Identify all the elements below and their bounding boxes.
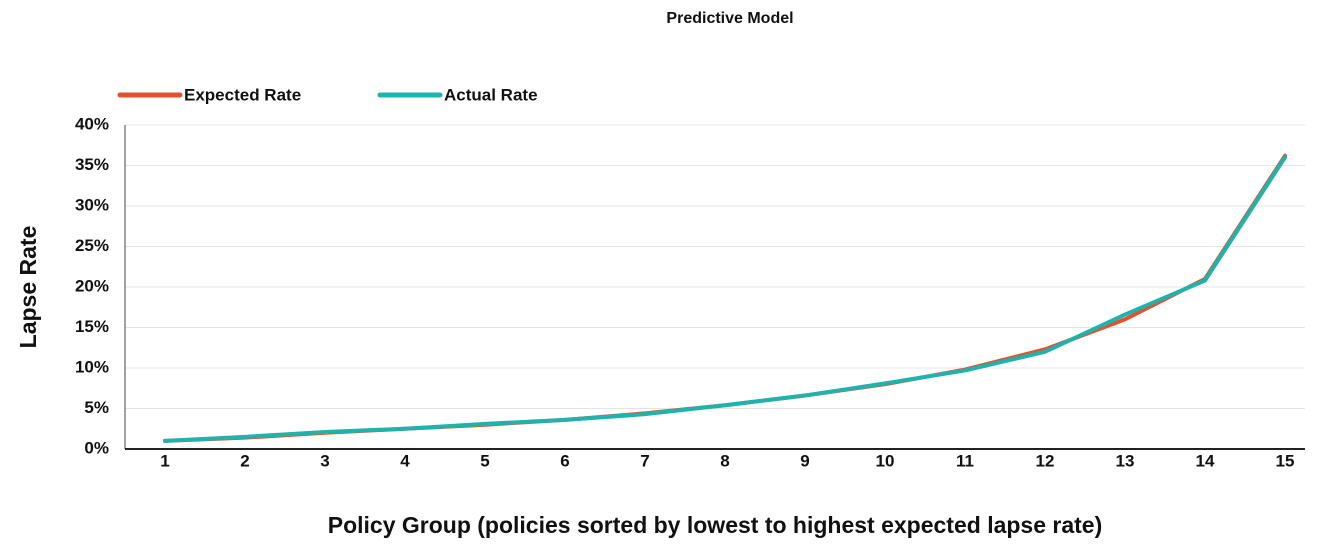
x-tick-label: 13: [1116, 451, 1135, 470]
x-axis-title: Policy Group (policies sorted by lowest …: [328, 512, 1103, 538]
x-tick-label: 2: [240, 451, 249, 470]
series-line: [163, 155, 1287, 443]
y-tick-label: 20%: [75, 276, 109, 295]
x-tick-label: 3: [320, 451, 329, 470]
x-tick-label: 10: [876, 451, 895, 470]
y-tick-label: 25%: [75, 236, 109, 255]
y-tick-label: 15%: [75, 317, 109, 336]
series-line: [163, 153, 1287, 443]
x-tick-label: 11: [956, 451, 974, 470]
y-tick-label: 0%: [84, 438, 109, 457]
x-tick-label: 7: [640, 451, 649, 470]
x-tick-label: 9: [800, 451, 809, 470]
chart-title: Predictive Model: [666, 10, 793, 27]
y-tick-label: 30%: [75, 195, 109, 214]
x-tick-label: 8: [720, 451, 729, 470]
y-tick-label: 35%: [75, 155, 109, 174]
x-tick-label: 5: [480, 451, 489, 470]
legend-label: Expected Rate: [184, 85, 301, 104]
x-tick-label: 6: [560, 451, 569, 470]
x-tick-label: 15: [1276, 451, 1295, 470]
y-tick-label: 40%: [75, 114, 109, 133]
y-tick-label: 5%: [84, 398, 109, 417]
legend-label: Actual Rate: [444, 85, 538, 104]
y-axis-title: Lapse Rate: [15, 226, 41, 349]
x-tick-label: 1: [160, 451, 169, 470]
y-tick-label: 10%: [75, 357, 109, 376]
x-tick-label: 14: [1196, 451, 1215, 470]
x-tick-label: 12: [1036, 451, 1055, 470]
x-tick-label: 4: [400, 451, 410, 470]
